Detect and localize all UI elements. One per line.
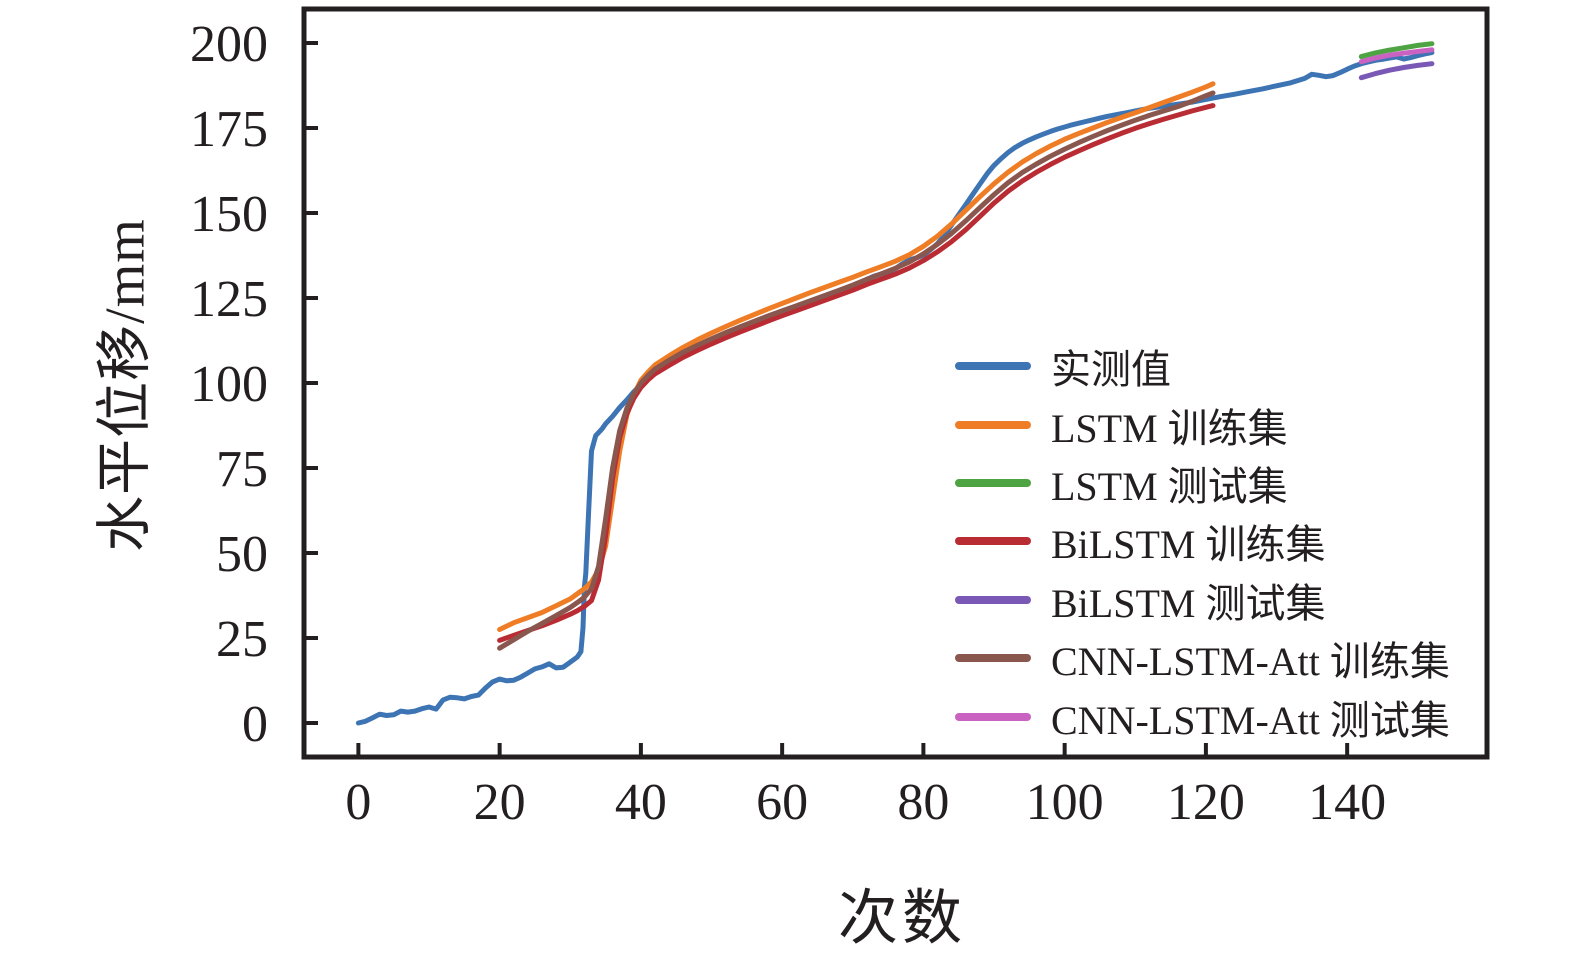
legend-label: CNN-LSTM-Att 测试集 <box>1051 697 1450 743</box>
legend-row: 实测值 <box>955 337 1450 395</box>
y-tick-label: 150 <box>190 186 268 243</box>
legend-swatch-line <box>955 420 1031 429</box>
y-tick-label: 125 <box>190 271 268 328</box>
y-tick-label: 25 <box>216 611 268 668</box>
x-axis-label: 次数 <box>838 885 966 952</box>
legend-label: BiLSTM 测试集 <box>1051 580 1326 626</box>
legend-label: CNN-LSTM-Att 训练集 <box>1051 639 1450 685</box>
x-tick-label: 100 <box>1026 774 1104 831</box>
x-tick-label: 40 <box>615 774 667 831</box>
series-line-4 <box>1358 61 1435 81</box>
legend-swatch-line <box>955 362 1031 371</box>
y-tick-label: 200 <box>190 16 268 73</box>
legend-label: 实测值 <box>1051 347 1171 393</box>
legend-swatch-line <box>955 654 1031 663</box>
legend-row: BiLSTM 训练集 <box>955 512 1450 570</box>
y-tick-label: 175 <box>190 101 268 158</box>
y-tick-label: 50 <box>216 526 268 583</box>
legend-swatch-line <box>955 478 1031 487</box>
x-tick-label: 120 <box>1167 774 1245 831</box>
x-tick-label: 140 <box>1308 774 1386 831</box>
legend-label: BiLSTM 训练集 <box>1051 522 1326 568</box>
x-tick-label: 80 <box>897 774 949 831</box>
y-tick-label: 100 <box>190 356 268 413</box>
series-line-2 <box>1358 41 1435 60</box>
legend-row: LSTM 训练集 <box>955 395 1450 453</box>
legend: 实测值 LSTM 训练集 LSTM 测试集 BiLSTM 训练集 BiLSTM 测试集 C… <box>955 337 1450 746</box>
legend-row: CNN-LSTM-Att 训练集 <box>955 629 1450 687</box>
legend-row: CNN-LSTM-Att 测试集 <box>955 687 1450 745</box>
x-tick-label: 60 <box>756 774 808 831</box>
x-tick-label: 20 <box>474 774 526 831</box>
series-line-5 <box>497 90 1216 651</box>
y-axis-label: 水平位移/mm <box>94 218 157 552</box>
y-tick-label: 75 <box>216 441 268 498</box>
legend-swatch-line <box>955 537 1031 546</box>
legend-swatch-line <box>955 595 1031 604</box>
legend-row: BiLSTM 测试集 <box>955 571 1450 629</box>
legend-label: LSTM 训练集 <box>1051 405 1288 451</box>
x-tick-label: 0 <box>345 774 371 831</box>
legend-swatch-line <box>955 712 1031 721</box>
series-line-6 <box>1358 47 1435 65</box>
legend-label: LSTM 测试集 <box>1051 463 1288 509</box>
y-tick-label: 0 <box>242 696 268 753</box>
legend-row: LSTM 测试集 <box>955 454 1450 512</box>
